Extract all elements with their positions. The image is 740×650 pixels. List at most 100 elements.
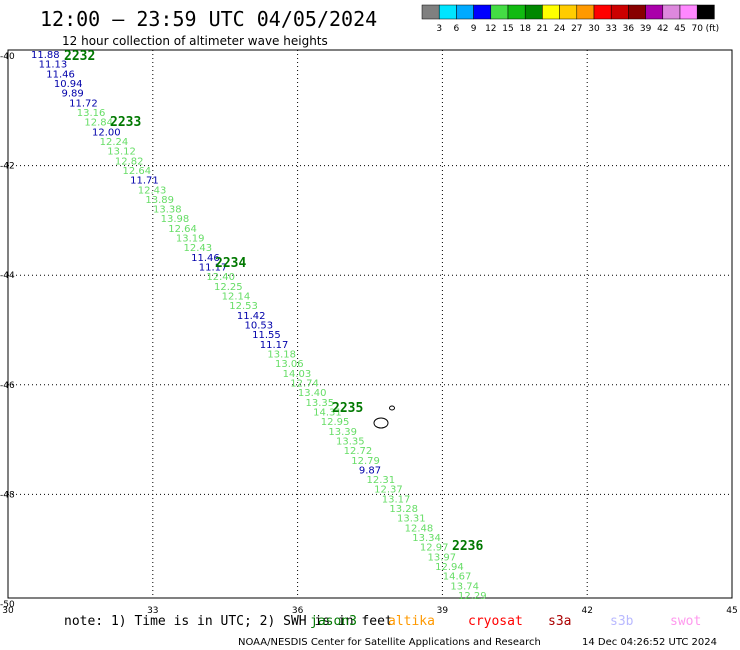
map-subtitle: 12 hour collection of altimeter wave hei… [62, 34, 328, 48]
color-scale-label: 15 [502, 24, 513, 34]
wave-height-value: 12.43 [184, 243, 213, 254]
color-swatch [559, 4, 578, 20]
satellite-label-s3b: s3b [610, 614, 634, 629]
color-swatch [438, 4, 457, 20]
wave-height-value: 13.28 [389, 504, 418, 515]
wave-height-value: 10.94 [54, 79, 83, 90]
x-tick-label: 42 [581, 606, 592, 616]
color-scale-label: 18 [519, 24, 531, 34]
wave-height-value: 12.72 [344, 446, 373, 457]
wave-height-value: 12.97 [420, 543, 449, 554]
color-swatch [542, 4, 560, 20]
color-swatch [645, 4, 664, 20]
wave-height-value: 9.87 [359, 465, 381, 476]
wave-height-value: 13.16 [77, 108, 106, 119]
color-swatch [421, 4, 440, 20]
wave-height-value: 12.64 [168, 224, 197, 235]
wave-height-value: 13.31 [397, 514, 426, 525]
color-swatch [456, 4, 474, 20]
track-hour-label: 2234 [215, 256, 246, 271]
color-scale-label: 36 [623, 24, 635, 34]
timestamp-text: 14 Dec 04:26:52 UTC 2024 [582, 637, 717, 648]
wave-height-value: 13.74 [450, 581, 479, 592]
color-swatch [576, 4, 595, 20]
wave-height-value: 14.67 [443, 572, 472, 583]
satellite-label-altika: altika [388, 614, 435, 629]
x-tick-label: 45 [726, 606, 737, 616]
wave-height-value: 13.18 [267, 349, 296, 360]
plot-frame [7, 49, 733, 599]
wave-height-value: 11.46 [46, 69, 75, 80]
y-tick-label: -46 [0, 381, 15, 391]
y-tick-label: -50 [0, 600, 15, 610]
color-scale-label: 3 [436, 24, 442, 34]
credit-text: NOAA/NESDIS Center for Satellite Applica… [238, 637, 541, 648]
track-hour-label: 2232 [64, 49, 95, 64]
wave-height-value: 12.40 [206, 272, 235, 283]
wave-height-value: 13.38 [153, 205, 182, 216]
wave-height-value: 10.53 [245, 321, 274, 332]
color-scale-label: 39 [640, 24, 652, 34]
wave-height-value: 12.48 [405, 523, 434, 534]
wave-height-value: 12.14 [222, 292, 251, 303]
track-observations: 11.8811.1311.4610.949.8911.7213.1612.841… [31, 50, 487, 602]
color-swatch [490, 4, 509, 20]
wave-height-value: 11.71 [130, 176, 159, 187]
wave-height-value: 12.64 [123, 166, 152, 177]
wave-height-value: 13.40 [298, 388, 327, 399]
color-scale-legend [421, 4, 715, 20]
wave-height-value: 12.31 [367, 475, 396, 486]
color-scale-label: 27 [571, 24, 582, 34]
wave-height-value: 9.89 [62, 89, 84, 100]
wave-height-value: 11.46 [191, 253, 220, 264]
x-tick-label: 30 [2, 606, 14, 616]
wave-height-value: 11.13 [39, 60, 68, 71]
y-tick-label: -48 [0, 490, 15, 500]
wave-height-value: 14.31 [313, 407, 342, 418]
y-tick-label: -42 [0, 162, 15, 172]
wave-height-value: 13.17 [382, 494, 411, 505]
y-tick-label: -40 [0, 52, 15, 62]
color-swatch [524, 4, 543, 20]
color-swatch [473, 4, 492, 20]
land-features [373, 405, 395, 429]
color-scale-label: 33 [605, 24, 616, 34]
x-tick-label: 36 [292, 606, 304, 616]
wave-height-value: 11.72 [69, 98, 98, 109]
wave-height-value: 13.35 [336, 436, 365, 447]
wave-height-value: 13.06 [275, 359, 304, 370]
color-scale-unit: (ft) [706, 24, 720, 34]
color-scale-label: 12 [485, 24, 496, 34]
wave-height-value: 13.12 [107, 147, 136, 158]
x-tick-label: 39 [437, 606, 449, 616]
wave-height-value: 12.94 [435, 562, 464, 573]
wave-height-value: 13.97 [428, 552, 457, 563]
x-tick-label: 33 [147, 606, 158, 616]
color-swatch [507, 4, 526, 20]
wave-height-value: 11.88 [31, 50, 60, 61]
wave-height-value: 13.98 [161, 214, 190, 225]
color-scale-label: 45 [674, 24, 685, 34]
wave-height-value: 12.43 [138, 185, 167, 196]
wave-height-value: 13.35 [306, 398, 335, 409]
color-swatch [696, 4, 715, 20]
satellite-label-cryosat: cryosat [468, 614, 523, 629]
color-swatch [628, 4, 646, 20]
plot-area: 11.8811.1311.4610.949.8911.7213.1612.841… [7, 49, 733, 602]
satellite-legend: jason3 altika cryosat s3a s3b swot [310, 614, 701, 629]
wave-height-value: 12.74 [290, 378, 319, 389]
color-scale-label: 70 [691, 24, 703, 34]
track-hour-label: 2235 [332, 401, 363, 416]
wave-height-value: 13.34 [412, 533, 441, 544]
wave-height-value: 11.55 [252, 330, 281, 341]
wave-height-value: 12.53 [229, 301, 258, 312]
wave-height-value: 12.37 [374, 485, 403, 496]
color-scale-label: 21 [537, 24, 548, 34]
island-outline [373, 417, 389, 429]
track-hour-label: 2236 [452, 539, 483, 554]
track-hour-labels: 2232 2233 2234 2235 2236 [64, 49, 483, 554]
wave-height-value: 13.89 [145, 195, 174, 206]
wave-height-value: 12.95 [321, 417, 350, 428]
wave-height-value: 12.84 [84, 118, 113, 129]
